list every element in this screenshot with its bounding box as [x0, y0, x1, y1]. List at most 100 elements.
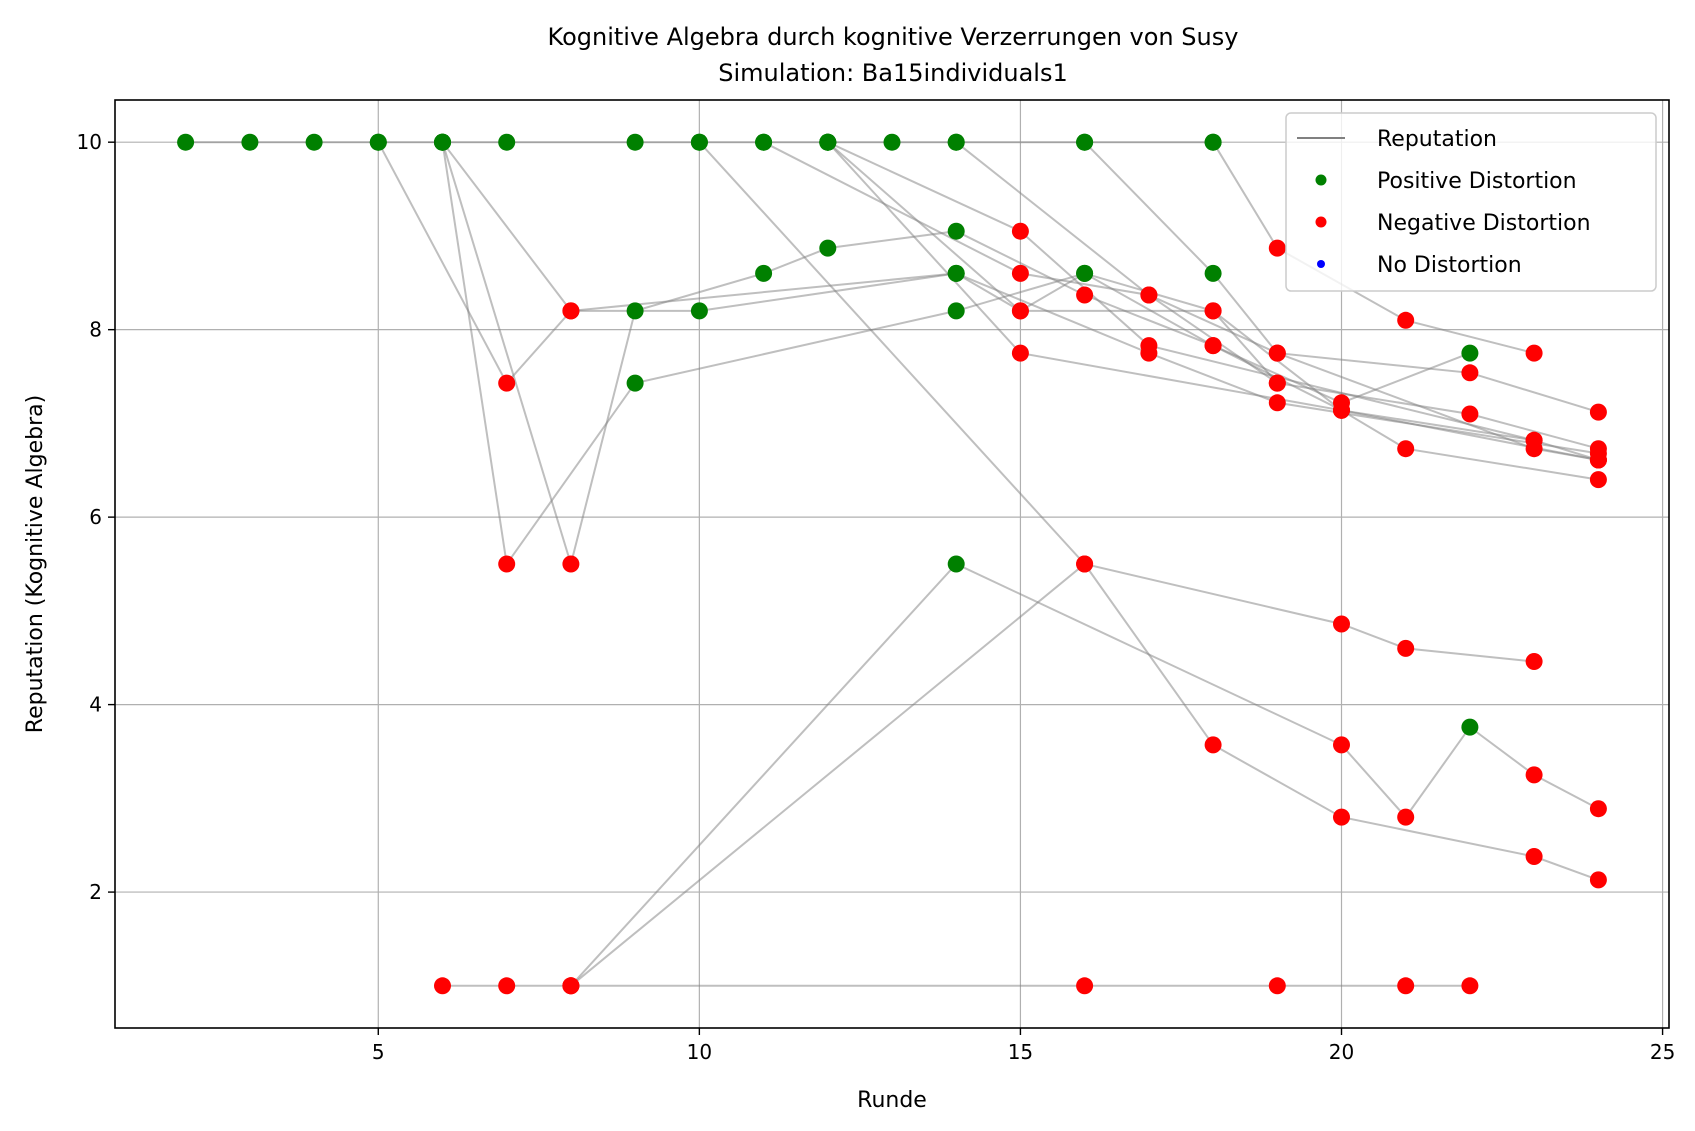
negative-distortion-point	[498, 555, 516, 573]
positive-distortion-point	[690, 133, 708, 151]
negative-distortion-point	[1397, 977, 1415, 995]
y-tick-label: 4	[89, 693, 102, 717]
negative-distortion-point	[1268, 239, 1286, 257]
legend: Reputation Positive Distortion Negative …	[1285, 112, 1657, 292]
legend-marker-none	[1317, 260, 1325, 268]
negative-distortion-point	[1204, 337, 1222, 355]
x-axis-label: Runde	[857, 1088, 927, 1113]
negative-distortion-point	[1589, 800, 1607, 818]
positive-distortion-point	[369, 133, 387, 151]
negative-distortion-point	[1268, 977, 1286, 995]
positive-distortion-point	[177, 133, 195, 151]
positive-distortion-point	[1461, 344, 1479, 362]
reputation-line	[763, 141, 1599, 461]
positive-distortion-point	[819, 239, 837, 257]
positive-distortion-point	[626, 133, 644, 151]
y-tick-label: 8	[89, 318, 102, 342]
negative-distortion-point	[1204, 302, 1222, 320]
negative-distortion-point	[1204, 736, 1222, 754]
negative-distortion-point	[562, 302, 580, 320]
legend-box	[1285, 112, 1657, 292]
x-tick-label: 15	[1008, 1040, 1033, 1064]
negative-distortion-point	[1589, 471, 1607, 489]
positive-distortion-point	[947, 133, 965, 151]
negative-distortion-point	[1140, 286, 1158, 304]
legend-label-negative: Negative Distortion	[1377, 211, 1591, 236]
positive-distortion-point	[241, 133, 259, 151]
y-tick-label: 10	[77, 130, 102, 154]
reputation-line	[377, 141, 1279, 385]
plot-frame	[114, 99, 1670, 1029]
positive-distortion-point	[690, 302, 708, 320]
distortion-points	[177, 133, 1607, 995]
reputation-line	[570, 562, 1599, 987]
positive-distortion-point	[1204, 264, 1222, 282]
y-tick-label: 6	[89, 505, 102, 529]
negative-distortion-point	[1589, 403, 1607, 421]
negative-distortion-point	[1461, 977, 1479, 995]
positive-distortion-point	[626, 302, 644, 320]
positive-distortion-point	[1076, 133, 1094, 151]
legend-marker-positive	[1315, 174, 1327, 186]
negative-distortion-point	[498, 374, 516, 392]
legend-label-none: No Distortion	[1377, 253, 1522, 278]
chart-subtitle: Simulation: Ba15individuals1	[718, 59, 1068, 87]
positive-distortion-point	[626, 374, 644, 392]
negative-distortion-point	[1140, 337, 1158, 355]
negative-distortion-point	[1461, 405, 1479, 423]
y-axis-label: Reputation (Kognitive Algebra)	[23, 395, 48, 733]
negative-distortion-point	[1011, 222, 1029, 240]
positive-distortion-point	[434, 133, 451, 151]
negative-distortion-point	[1525, 766, 1543, 784]
negative-distortion-point	[1589, 871, 1607, 889]
positive-distortion-point	[1076, 264, 1094, 282]
negative-distortion-point	[434, 977, 451, 995]
negative-distortion-point	[1525, 431, 1543, 449]
positive-distortion-point	[947, 264, 965, 282]
negative-distortion-point	[1011, 264, 1029, 282]
x-tick-label: 25	[1650, 1040, 1675, 1064]
negative-distortion-point	[1589, 451, 1607, 469]
positive-distortion-point	[819, 133, 837, 151]
positive-distortion-point	[947, 302, 965, 320]
negative-distortion-point	[1525, 848, 1543, 865]
positive-distortion-point	[883, 133, 901, 151]
negative-distortion-point	[562, 555, 580, 573]
negative-distortion-point	[1525, 653, 1543, 670]
negative-distortion-point	[1525, 344, 1543, 362]
positive-distortion-point	[947, 222, 965, 240]
positive-distortion-point	[1461, 718, 1479, 736]
negative-distortion-point	[1268, 344, 1286, 362]
negative-distortion-point	[1011, 344, 1029, 362]
chart-title: Kognitive Algebra durch kognitive Verzer…	[548, 23, 1239, 51]
negative-distortion-point	[1397, 639, 1415, 657]
positive-distortion-point	[1204, 133, 1222, 151]
negative-distortion-point	[1333, 615, 1350, 633]
negative-distortion-point	[1397, 808, 1415, 826]
positive-distortion-point	[755, 264, 773, 282]
x-tick-label: 10	[687, 1040, 712, 1064]
negative-distortion-point	[1461, 364, 1479, 382]
axis-ticks: 5 10 15 20 25 2 4 6 8 10	[77, 130, 1676, 1064]
negative-distortion-point	[1333, 808, 1350, 826]
x-tick-label: 20	[1329, 1040, 1354, 1064]
negative-distortion-point	[1076, 286, 1094, 304]
negative-distortion-point	[498, 977, 516, 995]
positive-distortion-point	[305, 133, 323, 151]
negative-distortion-point	[1076, 977, 1094, 995]
legend-marker-negative	[1315, 216, 1327, 228]
negative-distortion-point	[1268, 394, 1286, 412]
negative-distortion-point	[1076, 555, 1094, 573]
negative-distortion-point	[1268, 374, 1286, 392]
negative-distortion-point	[1333, 736, 1350, 754]
positive-distortion-point	[498, 133, 516, 151]
negative-distortion-point	[1397, 311, 1415, 329]
negative-distortion-point	[1397, 440, 1415, 458]
y-tick-label: 2	[89, 880, 102, 904]
x-tick-label: 5	[372, 1040, 385, 1064]
legend-label-reputation: Reputation	[1377, 127, 1497, 152]
negative-distortion-point	[562, 977, 580, 995]
positive-distortion-point	[755, 133, 773, 151]
negative-distortion-point	[1333, 401, 1350, 419]
